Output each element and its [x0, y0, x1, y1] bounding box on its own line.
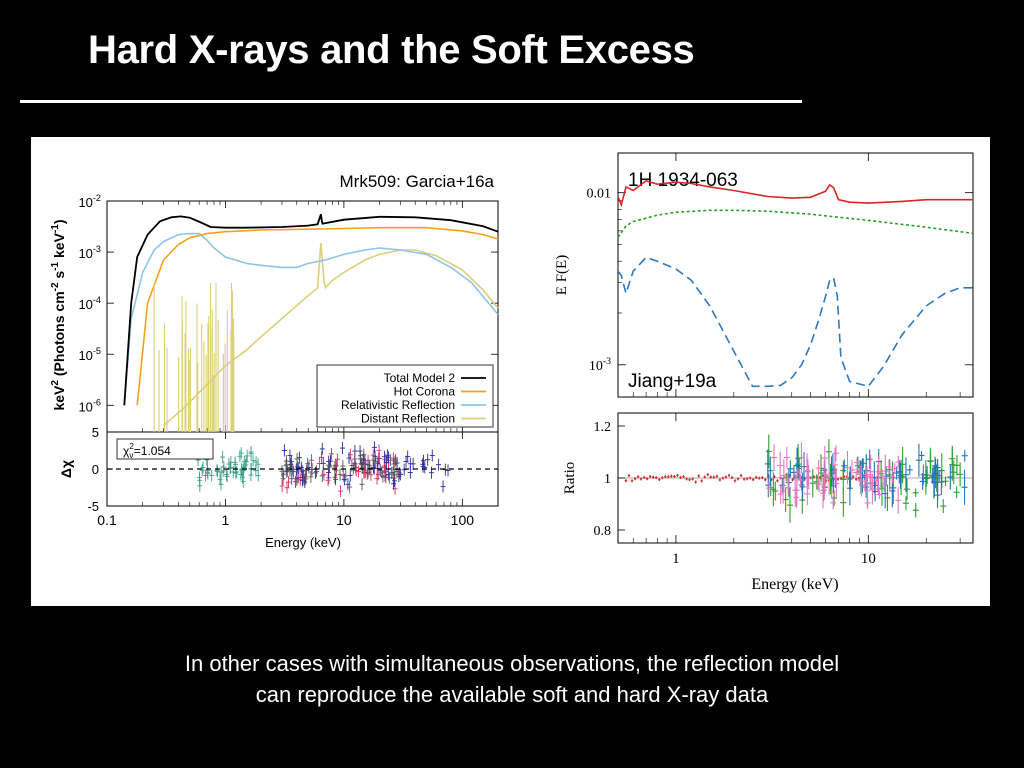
mrk509-y-tick-labels: 10-2 10-3 10-4 10-5 10-6: [78, 193, 101, 414]
h1934-x-tick-label: 10: [861, 551, 876, 567]
figure-svg: Mrk509: Garcia+16a 10-210-310-410-510-6 …: [50, 152, 974, 593]
h1934-total-model-line: [617, 180, 973, 208]
h1934-x-tick-labels: 1 10: [672, 551, 876, 567]
series-relativistic-reflection: [123, 232, 499, 406]
h1934-ratio-points: [624, 434, 968, 523]
h1934-x-axis-label: Energy (keV): [751, 576, 838, 593]
residual-series: [281, 441, 451, 493]
mrk509-legend-box: [316, 364, 494, 428]
mrk509-x-tick-labels: 0.1 1 10 100: [97, 512, 474, 528]
ratio-y-tick-label: 1: [604, 472, 611, 487]
legend-label-relativistic-reflection: Relativistic Reflection: [341, 398, 455, 412]
mrk509-y-tick-label: 10-5: [78, 346, 101, 363]
legend-label-distant-reflection: Distant Reflection: [361, 412, 455, 426]
h1934-y-tick-label: 10-3: [589, 356, 611, 374]
residual-y-tick-label: -5: [87, 499, 99, 514]
h1934-title: 1H 1934-063: [628, 170, 738, 191]
series-hot-corona: [136, 226, 499, 406]
ratio-y-tick-label: 0.8: [594, 524, 612, 539]
x-tick-label: 100: [451, 512, 475, 528]
caption-line-2: can reproduce the available soft and har…: [255, 682, 769, 707]
h1934-y-tick-label: 0.01: [587, 187, 612, 202]
mrk509-y-tick-label: 10-2: [78, 193, 101, 210]
h1934-y-axis-label: E F(E): [554, 255, 570, 295]
h1934-ratio-y-label: Ratio: [562, 462, 578, 495]
mrk509-y-tick-label: 10-3: [78, 244, 101, 261]
mrk509-y-tick-label: 10-6: [78, 397, 101, 414]
x-tick-label: 0.1: [97, 512, 117, 528]
residual-y-tick-label: 5: [92, 425, 99, 440]
mrk509-x-axis-label: Energy (keV): [265, 535, 341, 550]
mrk509-chi2-label: χν2=1.054: [123, 442, 171, 460]
slide-caption: In other cases with simultaneous observa…: [0, 648, 1024, 710]
title-underline: [20, 100, 802, 103]
h1934-y-tick-labels: 0.01 10-3: [587, 187, 612, 374]
series-total-model-2: [123, 214, 499, 406]
mrk509-plot: Mrk509: Garcia+16a 10-210-310-410-510-6 …: [50, 172, 499, 550]
h1934-plot: 1H 1934-063 Jiang+19a E F(E) 0.01 10-3 Ra…: [554, 152, 974, 593]
slide-title: Hard X-rays and the Soft Excess: [88, 28, 695, 72]
mrk509-chi2-box: χν2=1.054: [116, 438, 214, 460]
h1934-main-frame: [617, 152, 974, 398]
mrk509-title: Mrk509: Garcia+16a: [340, 172, 495, 191]
figure-panel: Mrk509: Garcia+16a 10-2 10-3 10-4 10-5 10-6 …: [31, 137, 990, 606]
h1934-green-dotted-line: [617, 209, 974, 238]
x-tick-label: 1: [222, 512, 230, 528]
h1934-series: [617, 180, 974, 388]
residual-series: [279, 444, 403, 498]
residual-y-tick-label: 0: [92, 462, 99, 477]
mrk509-y-tick-label: 10-4: [78, 295, 101, 312]
mrk509-residual-y-tick-labels: 5 0 -5: [87, 425, 99, 514]
h1934-blue-dashed-line: [617, 256, 973, 388]
h1934-x-tick-label: 1: [672, 551, 680, 567]
mrk509-y-axis-label: keV2 (Photons cm-2 s-1 keV-1): [50, 219, 67, 410]
legend-label-total-model-2: Total Model 2: [384, 371, 456, 385]
residual-series: [279, 447, 400, 491]
legend-label-hot-corona: Hot Corona: [394, 385, 456, 399]
mrk509-ticks: [106, 200, 499, 507]
ratio-series: [765, 442, 902, 514]
mrk509-series: [123, 214, 499, 432]
ratio-y-tick-label: 1.2: [594, 420, 612, 435]
x-tick-label: 10: [336, 512, 352, 528]
mrk509-residual-y-label: Δχ: [58, 460, 74, 478]
caption-line-1: In other cases with simultaneous observa…: [184, 651, 840, 676]
h1934-ratio-y-tick-labels: 1.2 1 0.8: [594, 420, 612, 539]
h1934-annotation: Jiang+19a: [628, 371, 717, 392]
distant-reflection-line-spikes: [153, 282, 235, 432]
